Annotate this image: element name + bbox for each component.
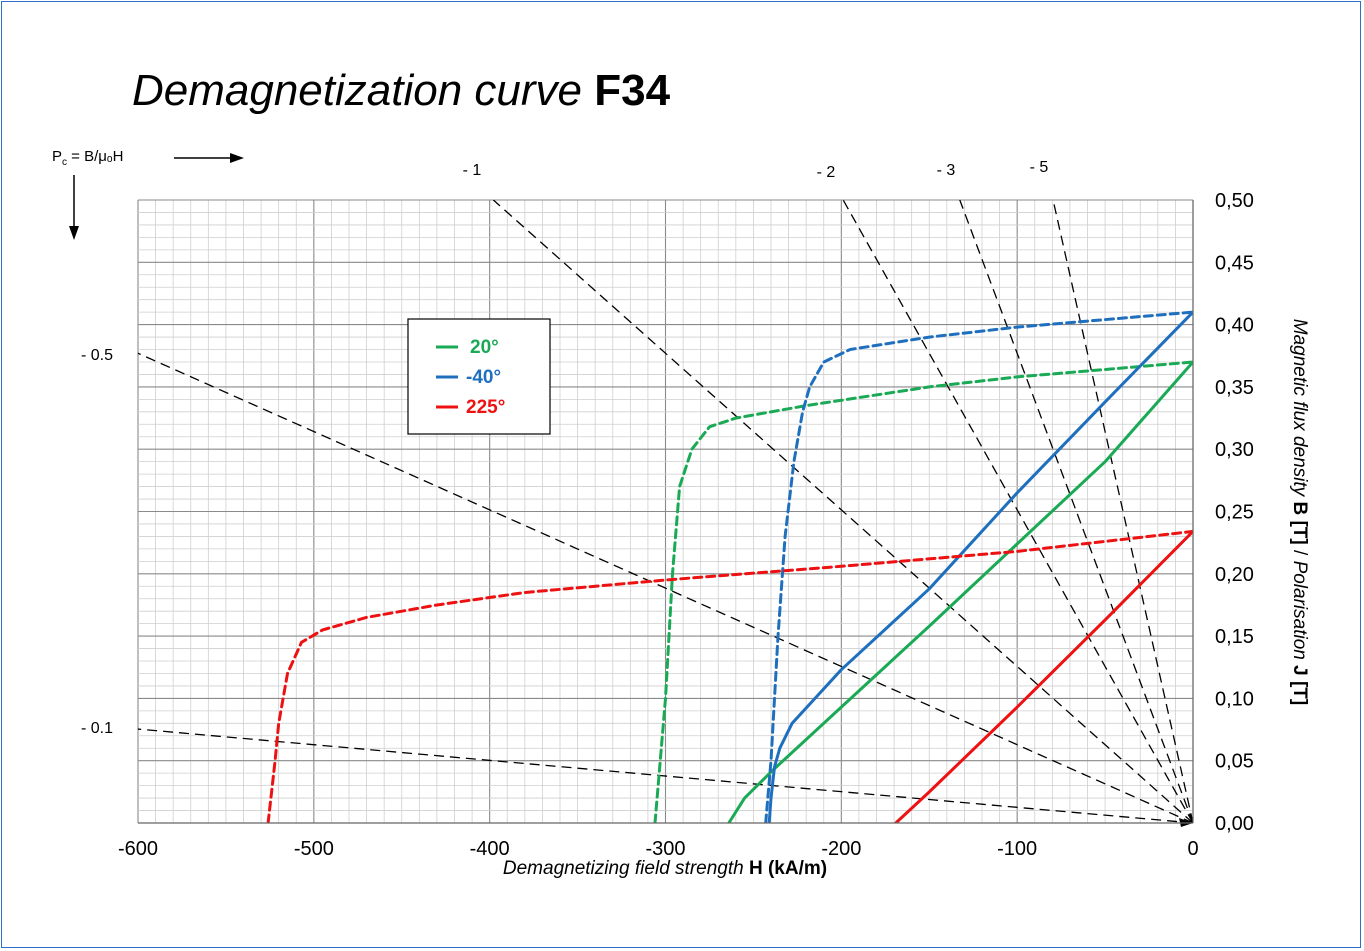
load-lines-clip — [137, 200, 1193, 823]
y-axis-title-italic2: Polarisation — [1289, 561, 1310, 666]
series-J-225deg — [266, 529, 1193, 823]
y-tick-label: 0,35 — [1215, 377, 1254, 399]
y-tick-label: 0,30 — [1215, 439, 1254, 461]
x-tick-label: -400 — [470, 838, 510, 860]
x-tick-label: -600 — [118, 838, 158, 860]
x-tick-label: 0 — [1187, 838, 1198, 860]
series-B-225deg — [894, 529, 1193, 823]
y-axis-title: Magnetic flux density B [T] / Polarisati… — [1289, 319, 1310, 705]
legend-label-minus40: -40° — [466, 367, 501, 388]
load-line-label: - 0.5 — [81, 347, 113, 364]
x-tick-label: -200 — [821, 838, 861, 860]
legend: 20° -40° 225° — [407, 318, 551, 435]
chart-title: Demagnetization curve F34 — [132, 66, 670, 116]
load-line-label: - 0.1 — [81, 720, 113, 737]
y-tick-label: 0,45 — [1215, 252, 1254, 274]
y-tick-label: 0,00 — [1215, 813, 1254, 835]
load-line — [1052, 200, 1193, 823]
legend-label-225: 225° — [466, 397, 505, 418]
load-line — [842, 200, 1193, 823]
y-tick-label: 0,10 — [1215, 688, 1254, 710]
y-tick-label: 0,05 — [1215, 751, 1254, 773]
x-tick-label: -500 — [294, 838, 334, 860]
pc-prefix: P — [52, 148, 63, 165]
load-line-label: - 5 — [1030, 159, 1049, 176]
title-bold: F34 — [594, 66, 671, 115]
x-tick-label: -100 — [997, 838, 1037, 860]
legend-box — [407, 318, 551, 435]
y-tick-label: 0,40 — [1215, 315, 1254, 337]
load-line — [492, 200, 1193, 823]
y-tick-label: 0,50 — [1215, 190, 1254, 212]
load-line-label: - 3 — [937, 162, 956, 179]
y-tick-label: 0,15 — [1215, 626, 1254, 648]
pc-suffix: = B/μₒH — [67, 148, 124, 165]
series-B--40deg — [767, 310, 1193, 823]
x-axis-title: Demagnetizing field strength H (kA/m) — [503, 858, 827, 879]
load-line-label: - 2 — [817, 164, 836, 181]
series-J-20deg — [653, 360, 1193, 823]
load-line — [137, 352, 1193, 823]
permeance-coefficient-label: Pc = B/μₒH — [52, 148, 123, 168]
title-italic: Demagnetization curve — [132, 66, 583, 115]
x-axis-title-bold: H (kA/m) — [749, 858, 827, 879]
x-tick-label: -300 — [645, 838, 685, 860]
axes: -600 -500 -400 -300 -200 -100 0 0,00 0,05 0,10 0,1… — [118, 190, 1254, 860]
y-axis-title-bold1: B [T] — [1289, 501, 1310, 544]
series-clip — [266, 310, 1193, 823]
load-lines: - 0.1 - 0.5 - 1 - 2 - 3 - 5 — [81, 159, 1193, 827]
y-tick-label: 0,25 — [1215, 502, 1254, 524]
y-tick-label: 0,20 — [1215, 564, 1254, 586]
x-axis-title-italic: Demagnetizing field strength — [503, 858, 749, 879]
y-axis-title-italic1: Magnetic flux density — [1289, 319, 1310, 502]
load-line — [137, 728, 1193, 823]
load-line-label: - 1 — [463, 162, 482, 179]
series-B-20deg — [727, 360, 1193, 823]
pc-sub: c — [62, 157, 68, 168]
pc-arrows — [69, 153, 244, 240]
y-axis-title-bold2: J [T] — [1289, 665, 1310, 705]
legend-label-20: 20° — [470, 337, 499, 358]
chart-grid — [137, 199, 1194, 824]
series-J--40deg — [764, 310, 1193, 823]
y-axis-title-mid: / — [1289, 545, 1310, 561]
data-series — [266, 310, 1193, 823]
